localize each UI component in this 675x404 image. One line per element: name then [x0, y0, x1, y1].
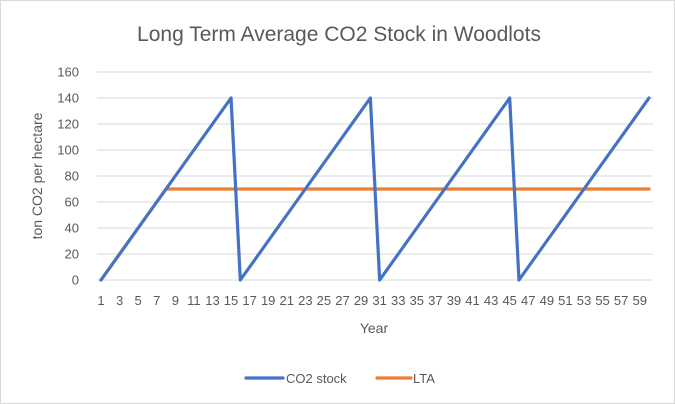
x-tick-label: 23: [298, 293, 312, 308]
x-tick-label: 25: [317, 293, 331, 308]
x-tick-label: 15: [224, 293, 238, 308]
legend-label: CO2 stock: [286, 371, 347, 386]
y-tick-label: 0: [72, 273, 79, 288]
x-tick-label: 51: [558, 293, 572, 308]
x-axis-title: Year: [360, 320, 389, 336]
legend-item-co2-stock: CO2 stock: [244, 371, 347, 386]
y-axis-ticks: 0 20 40 60 80 100 120 140 160: [57, 65, 79, 288]
x-tick-label: 5: [135, 293, 142, 308]
x-tick-label: 37: [428, 293, 442, 308]
x-tick-label: 43: [484, 293, 498, 308]
chart-title: Long Term Average CO2 Stock in Woodlots: [137, 23, 541, 46]
x-tick-label: 45: [502, 293, 516, 308]
y-tick-label: 80: [65, 169, 79, 184]
x-axis-ticks: 1 3 5 7 9 11 13 15 17 19 21 23 25 27 29 31 33 35 37 39 41 43 4…: [97, 293, 647, 308]
x-tick-label: 17: [242, 293, 256, 308]
x-tick-label: 57: [614, 293, 628, 308]
x-tick-label: 11: [187, 293, 201, 308]
x-tick-label: 21: [280, 293, 294, 308]
y-tick-label: 60: [65, 195, 79, 210]
x-tick-label: 9: [172, 293, 179, 308]
x-tick-label: 35: [410, 293, 424, 308]
x-tick-label: 27: [335, 293, 349, 308]
y-tick-label: 40: [65, 221, 79, 236]
y-tick-label: 100: [57, 143, 79, 158]
y-axis-title: ton CO2 per hectare: [29, 112, 45, 239]
x-tick-label: 33: [391, 293, 405, 308]
x-tick-label: 41: [465, 293, 479, 308]
y-tick-label: 120: [57, 117, 79, 132]
y-tick-label: 140: [57, 91, 79, 106]
x-tick-label: 19: [261, 293, 275, 308]
x-tick-label: 7: [153, 293, 160, 308]
x-tick-label: 47: [521, 293, 535, 308]
x-tick-label: 55: [595, 293, 609, 308]
legend-label: LTA: [413, 371, 435, 386]
series-line-co2-stock: [99, 96, 651, 282]
x-tick-label: 31: [372, 293, 386, 308]
x-tick-label: 3: [116, 293, 123, 308]
x-tick-label: 13: [205, 293, 219, 308]
x-tick-label: 49: [540, 293, 554, 308]
x-tick-label: 39: [447, 293, 461, 308]
series-lines: [99, 96, 651, 282]
x-tick-label: 29: [354, 293, 368, 308]
x-tick-label: 53: [577, 293, 591, 308]
x-tick-label: 59: [632, 293, 646, 308]
y-tick-label: 160: [57, 65, 79, 80]
y-tick-label: 20: [65, 247, 79, 262]
x-tick-label: 1: [97, 293, 104, 308]
legend-item-lta: LTA: [375, 371, 435, 386]
legend: CO2 stock LTA: [244, 371, 435, 386]
